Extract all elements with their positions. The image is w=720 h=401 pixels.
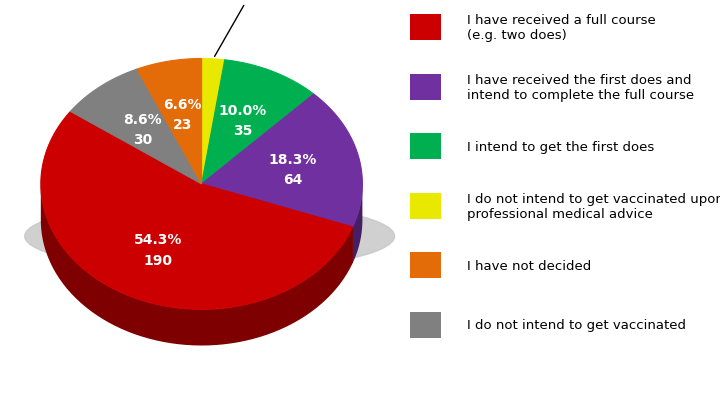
Polygon shape (41, 112, 353, 310)
Polygon shape (71, 70, 202, 184)
Text: I have received the first does and
intend to complete the full course: I have received the first does and inten… (467, 73, 693, 101)
Text: I have not decided: I have not decided (467, 259, 591, 272)
Polygon shape (202, 61, 314, 184)
Polygon shape (202, 59, 225, 184)
Text: 6.6%: 6.6% (163, 97, 202, 111)
Text: 30: 30 (133, 132, 152, 146)
Polygon shape (202, 184, 353, 263)
Polygon shape (202, 95, 362, 227)
Polygon shape (202, 184, 353, 263)
FancyBboxPatch shape (410, 312, 441, 338)
Text: I intend to get the first does: I intend to get the first does (467, 140, 654, 153)
Text: 18.3%: 18.3% (269, 152, 317, 166)
Text: 64: 64 (283, 172, 302, 186)
Text: 35: 35 (233, 124, 253, 138)
Polygon shape (137, 59, 202, 184)
Text: 54.3%: 54.3% (134, 233, 182, 247)
Text: 190: 190 (144, 253, 173, 267)
FancyBboxPatch shape (410, 134, 441, 160)
Text: 2.3%   8: 2.3% 8 (215, 0, 282, 57)
Polygon shape (41, 186, 353, 346)
Text: I have received a full course
(e.g. two does): I have received a full course (e.g. two … (467, 14, 655, 42)
FancyBboxPatch shape (410, 253, 441, 278)
FancyBboxPatch shape (410, 74, 441, 100)
Text: 8.6%: 8.6% (123, 112, 162, 126)
Polygon shape (353, 185, 362, 263)
Text: I do not intend to get vaccinated: I do not intend to get vaccinated (467, 318, 685, 331)
Text: I do not intend to get vaccinated upon
professional medical advice: I do not intend to get vaccinated upon p… (467, 192, 720, 220)
FancyBboxPatch shape (410, 15, 441, 41)
Text: 23: 23 (173, 117, 192, 132)
Text: 10.0%: 10.0% (219, 103, 267, 117)
Ellipse shape (24, 202, 395, 271)
FancyBboxPatch shape (410, 193, 441, 219)
